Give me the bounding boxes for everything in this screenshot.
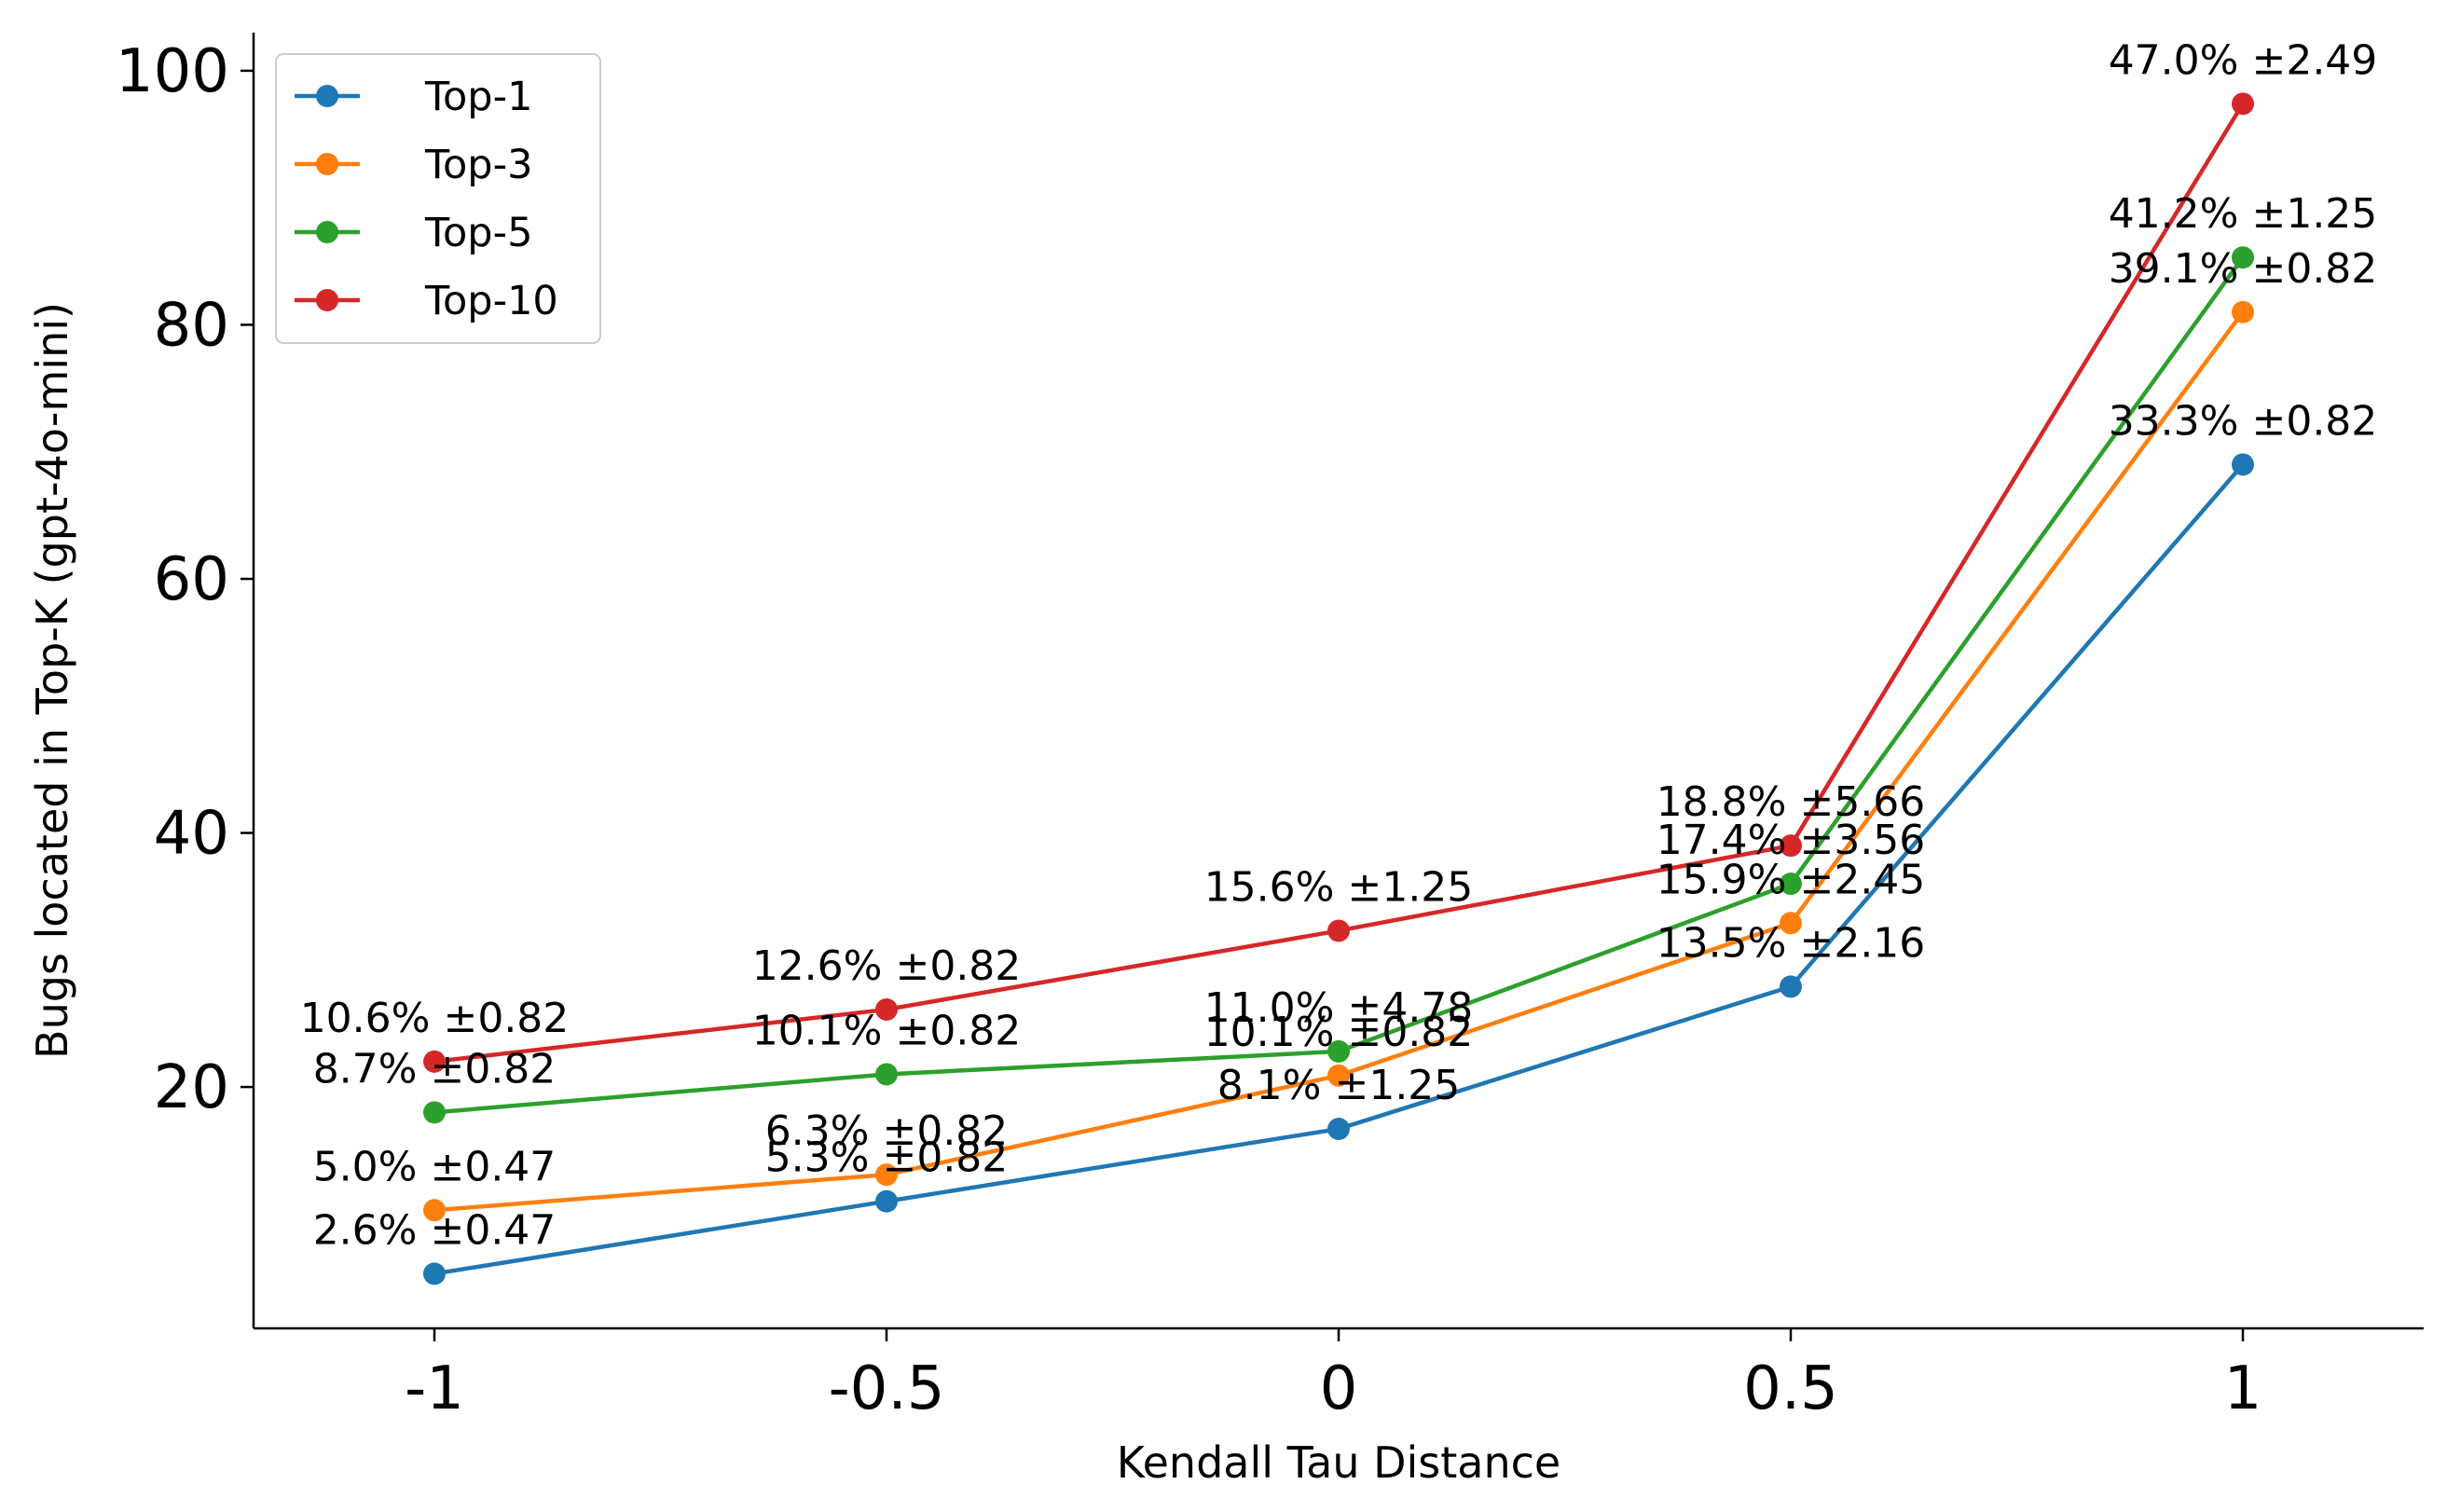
y-tick-label: 60 [154, 545, 229, 614]
data-label-top-1: 2.6% ±0.47 [313, 1206, 557, 1254]
y-tick-label: 40 [154, 800, 229, 869]
x-axis-title: Kendall Tau Distance [1117, 1437, 1561, 1488]
data-label-top-3: 10.1% ±0.82 [1204, 1009, 1474, 1056]
data-point-top-3 [875, 1163, 898, 1187]
data-point-top-1 [423, 1262, 446, 1285]
data-label-top-10: 12.6% ±0.82 [752, 942, 1022, 990]
x-tick-label: -1 [405, 1354, 464, 1423]
data-point-top-10 [875, 997, 898, 1021]
data-label-top-1: 13.5% ±2.16 [1657, 919, 1926, 967]
data-label-top-5: 10.1% ±0.82 [752, 1007, 1022, 1054]
data-label-top-1: 5.3% ±0.82 [765, 1134, 1009, 1182]
data-label-top-5: 41.2% ±1.25 [2109, 190, 2378, 238]
y-tick-label: 20 [154, 1053, 229, 1122]
legend-label-top-10: Top-10 [424, 278, 558, 324]
legend-swatch-marker-top-3 [316, 153, 338, 175]
data-label-top-5: 8.7% ±0.82 [313, 1045, 557, 1093]
data-label-top-10: 47.0% ±2.49 [2109, 36, 2378, 84]
data-point-top-10 [2232, 92, 2254, 116]
x-tick-label: 1 [2224, 1354, 2262, 1423]
data-point-top-5 [423, 1101, 446, 1124]
axes: 20 40 60 80 100 -1 -0.5 0 0.5 1 [116, 33, 2424, 1423]
legend-label-top-5: Top-5 [424, 210, 532, 256]
y-tick-label: 100 [116, 37, 229, 106]
data-label-top-10: 18.8% ±5.66 [1657, 778, 1926, 826]
data-label-top-3: 15.9% ±2.45 [1657, 856, 1926, 903]
data-label-top-1: 33.3% ±0.82 [2109, 397, 2378, 445]
data-point-top-1 [875, 1189, 898, 1213]
data-label-top-10: 10.6% ±0.82 [300, 995, 570, 1042]
data-point-top-1 [1327, 1118, 1350, 1141]
data-point-top-10 [423, 1050, 446, 1073]
legend-swatch-marker-top-1 [316, 85, 338, 107]
data-point-top-3 [2232, 300, 2254, 323]
y-tick-label: 80 [154, 291, 229, 360]
x-tick-label: 0.5 [1743, 1354, 1838, 1423]
data-label-top-5: 11.0% ±4.78 [1204, 984, 1474, 1032]
data-point-top-3 [423, 1199, 446, 1222]
data-point-top-1 [2232, 453, 2254, 476]
data-labels: 2.6% ±0.47 5.3% ±0.82 8.1% ±1.25 13.5% ±2.1… [300, 36, 2378, 1254]
data-point-top-5 [1780, 873, 1802, 896]
data-point-top-1 [1780, 975, 1802, 998]
data-label-top-3: 5.0% ±0.47 [313, 1143, 557, 1190]
x-tick-label: 0 [1320, 1354, 1358, 1423]
data-label-top-5: 17.4% ±3.56 [1657, 817, 1926, 864]
data-point-top-10 [1327, 919, 1350, 942]
data-point-top-5 [2232, 246, 2254, 269]
legend-box [275, 53, 601, 344]
y-axis-title: Bugs located in Top-K (gpt-4o-mini) [27, 302, 77, 1059]
legend-swatch-marker-top-10 [316, 289, 338, 311]
x-tick-label: -0.5 [829, 1354, 945, 1423]
data-point-top-5 [1327, 1039, 1350, 1063]
data-point-top-5 [875, 1063, 898, 1086]
legend-swatch-marker-top-5 [316, 221, 338, 243]
data-point-top-3 [1327, 1064, 1350, 1087]
series-lines [423, 92, 2254, 1285]
legend-label-top-3: Top-3 [424, 142, 532, 188]
series-line-top-10 [433, 103, 2245, 1065]
data-point-top-3 [1780, 912, 1802, 935]
data-label-top-10: 15.6% ±1.25 [1204, 863, 1474, 911]
legend: Top-1 Top-3 Top-5 Top-10 [275, 53, 601, 344]
data-label-top-3: 6.3% ±0.82 [765, 1107, 1009, 1155]
data-label-top-1: 8.1% ±1.25 [1217, 1062, 1461, 1109]
data-label-top-3: 39.1% ±0.82 [2109, 245, 2378, 293]
legend-label-top-1: Top-1 [424, 74, 532, 120]
data-point-top-10 [1780, 834, 1802, 858]
